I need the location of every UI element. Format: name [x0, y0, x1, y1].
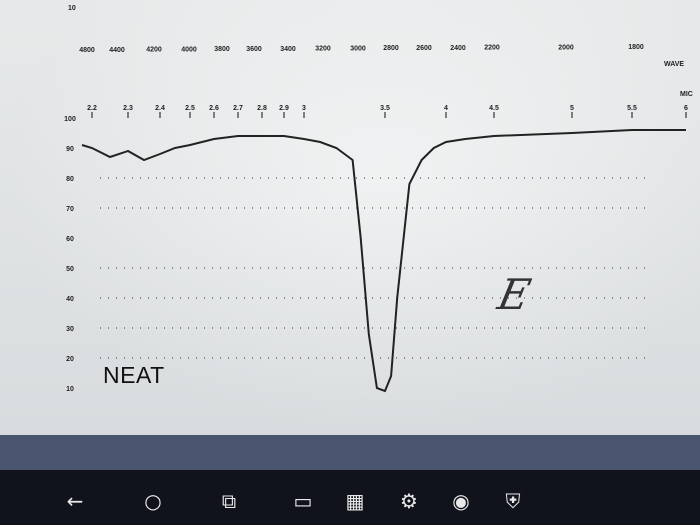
chrome-icon[interactable]: ◉ — [452, 489, 470, 513]
y-tick-label: 70 — [66, 206, 74, 213]
y-tick-label: 30 — [66, 326, 74, 333]
y-tick-label: 80 — [66, 176, 74, 183]
wavenumber-tick-label: 3800 — [214, 46, 230, 53]
desktop-band — [0, 435, 700, 470]
micron-tick-label: 5 — [570, 105, 574, 112]
spectrum-trace — [81, 129, 686, 393]
micron-tick-label: 3 — [302, 105, 306, 112]
wavenumber-tick-label: 2400 — [450, 45, 466, 52]
annotation-neat: NEAT — [103, 362, 165, 388]
wavenumber-tick-label: 3000 — [350, 45, 366, 52]
windows-taskbar — [0, 470, 700, 525]
wavenumber-tick-label: 1800 — [628, 44, 644, 51]
dotted-grid — [100, 177, 650, 359]
micron-tick-label: 3.5 — [380, 105, 390, 112]
y-tick-label: 10 — [66, 386, 74, 393]
wavenumber-axis-label: WAVE — [664, 61, 684, 68]
micron-ticks: 2.2 2.3 2.4 2.5 2.6 2.7 2.8 2.9 3 3.5 4 4.5 5 5.5 6 — [87, 105, 688, 118]
y-tick-label: 40 — [66, 296, 74, 303]
wavenumber-tick-label: 4400 — [109, 47, 125, 54]
micron-tick-label: 2.8 — [257, 105, 267, 112]
y-tick-label: 100 — [64, 116, 76, 123]
cortana-circle-icon[interactable]: ○ — [144, 489, 162, 513]
micron-axis-label: MIC — [680, 91, 693, 98]
page-lighting — [0, 0, 700, 435]
y-tick-label: 90 — [66, 146, 74, 153]
micron-tick-label: 2.3 — [123, 105, 133, 112]
wavenumber-tick-label: 2800 — [383, 45, 399, 52]
wavenumber-tick-label: 2200 — [484, 45, 500, 52]
ir-spectrum-chart: 4800 4400 4200 4000 3800 3600 3400 3200 3000 2800… — [64, 5, 693, 393]
photo-background — [0, 0, 700, 435]
y-tick-label: 60 — [66, 236, 74, 243]
shield-icon[interactable]: ⛨ — [505, 489, 521, 513]
micron-tick-label: 5.5 — [627, 105, 637, 112]
y-tick-label: 50 — [66, 266, 74, 273]
micron-tick-label: 2.4 — [155, 105, 165, 112]
y-tick-label: 20 — [66, 356, 74, 363]
wavenumber-ticks: 4800 4400 4200 4000 3800 3600 3400 3200 3000 2800… — [79, 44, 644, 54]
top-corner-label: 10 — [68, 5, 76, 12]
settings-gear-icon[interactable]: ⚙ — [400, 489, 418, 513]
micron-tick-label: 2.5 — [185, 105, 195, 112]
y-axis-ticks: 100 90 80 70 60 50 40 30 20 10 — [64, 116, 76, 393]
back-arrow-icon[interactable]: ← — [66, 489, 84, 513]
file-explorer-icon[interactable]: ▭ — [293, 489, 313, 513]
wavenumber-tick-label: 2000 — [558, 44, 574, 51]
store-icon[interactable]: ▦ — [345, 489, 365, 513]
micron-tick-label: 4.5 — [489, 105, 499, 112]
micron-tick-label: 4 — [444, 105, 448, 112]
micron-tick-label: 2.2 — [87, 105, 97, 112]
wavenumber-tick-label: 4000 — [181, 46, 197, 53]
wavenumber-tick-label: 3200 — [315, 46, 331, 53]
wavenumber-tick-label: 4800 — [79, 47, 95, 54]
micron-tick-label: 6 — [684, 105, 688, 112]
wavenumber-tick-label: 2600 — [416, 45, 432, 52]
micron-tick-label: 2.9 — [279, 105, 289, 112]
micron-tick-label: 2.7 — [233, 105, 243, 112]
task-view-icon[interactable]: ⧉ — [221, 489, 237, 513]
wavenumber-tick-label: 3400 — [280, 46, 296, 53]
micron-tick-label: 2.6 — [209, 105, 219, 112]
wavenumber-tick-label: 4200 — [146, 47, 162, 54]
wavenumber-tick-label: 3600 — [246, 46, 262, 53]
